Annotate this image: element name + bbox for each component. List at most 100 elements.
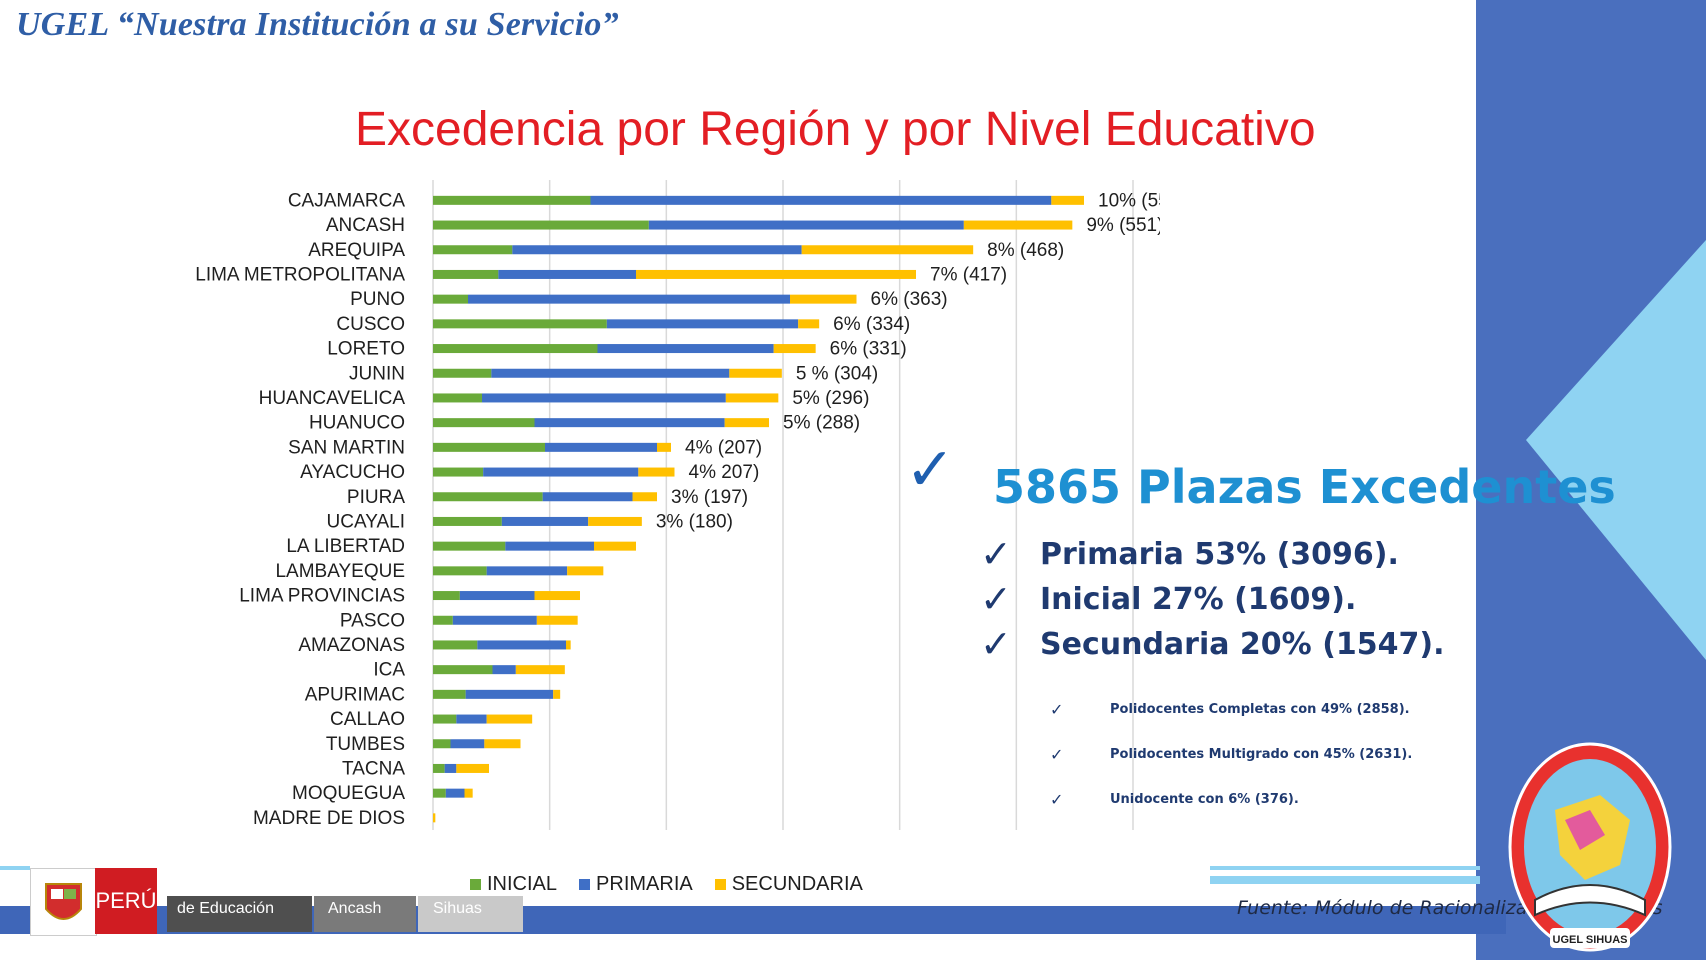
data-label: 4% (207) (685, 437, 762, 458)
bar-segment-inicial (433, 516, 502, 526)
bar-segment-secundaria (536, 615, 578, 625)
type-item: ✓ Polidocentes Completas con 49% (2858). (1050, 700, 1410, 719)
check-icon: ✓ (905, 435, 956, 505)
bar-segment-secundaria (456, 763, 489, 773)
footer-tab-bg-sihuas (418, 896, 523, 932)
bar-segment-primaria (498, 269, 636, 279)
category-label: MOQUEGUA (292, 783, 405, 804)
category-label: PIURA (347, 487, 405, 508)
bar-segment-inicial (433, 788, 446, 798)
coat-of-arms-logo (30, 868, 97, 936)
bar-segment-inicial (433, 368, 492, 378)
bar-segment-primaria (491, 368, 730, 378)
data-label: 4% 207) (689, 462, 760, 483)
category-label: LIMA PROVINCIAS (239, 586, 405, 607)
footer-line-right-2 (1210, 876, 1480, 884)
bar-segment-primaria (590, 195, 1052, 205)
category-label: UCAYALI (327, 511, 406, 532)
bar-segment-primaria (444, 763, 457, 773)
data-label: 8% (468) (987, 240, 1064, 261)
bar-segment-inicial (433, 294, 468, 304)
footer-line-right-1 (1210, 866, 1480, 870)
category-label: LIMA METROPOLITANA (195, 264, 405, 285)
bar-segment-secundaria (1051, 195, 1084, 205)
bar-segment-secundaria (636, 269, 916, 279)
category-label: CALLAO (330, 709, 405, 730)
bar-segment-inicial (433, 195, 591, 205)
bar-segment-inicial (433, 418, 535, 428)
bar-segment-secundaria (567, 566, 604, 576)
bar-segment-inicial (433, 615, 453, 625)
check-icon: ✓ (980, 622, 1012, 666)
category-label: ICA (373, 660, 405, 681)
bar-segment-inicial (433, 566, 487, 576)
footer-tab-bg-ancash (314, 896, 416, 932)
bar-segment-inicial (433, 714, 457, 724)
data-label: 9% (551) (1086, 215, 1160, 236)
bar-segment-inicial (433, 689, 466, 699)
bar-segment-secundaria (657, 442, 671, 452)
type-text: Polidocentes Multigrado con 45% (2631). (1110, 747, 1413, 762)
category-label: TACNA (342, 758, 405, 779)
bar-segment-secundaria (484, 739, 521, 749)
legend-swatch-secundaria (714, 879, 726, 890)
data-label: 7% (417) (930, 264, 1007, 285)
bar-segment-primaria (465, 689, 554, 699)
type-item: ✓ Unidocente con 6% (376). (1050, 790, 1299, 809)
category-label: HUANCAVELICA (259, 388, 406, 409)
bar-segment-secundaria (724, 418, 769, 428)
bar-segment-inicial (433, 492, 543, 502)
bar-segment-primaria (606, 319, 799, 329)
check-icon: ✓ (1050, 790, 1064, 809)
bar-segment-inicial (433, 640, 478, 650)
bar-segment-primaria (534, 418, 725, 428)
category-label: ANCASH (326, 215, 405, 236)
bar-segment-primaria (486, 566, 568, 576)
coat-of-arms-icon (45, 883, 82, 920)
bar-segment-primaria (501, 516, 589, 526)
category-label: HUANUCO (309, 413, 405, 434)
bar-segment-primaria (492, 665, 516, 675)
category-label: CAJAMARCA (288, 190, 406, 211)
bar-segment-secundaria (566, 640, 571, 650)
legend-item-inicial: INICIAL (470, 873, 557, 896)
category-label: JUNIN (349, 363, 405, 384)
category-label: AMAZONAS (298, 635, 405, 656)
bar-segment-primaria (456, 714, 487, 724)
type-text: Polidocentes Completas con 49% (2858). (1110, 702, 1410, 717)
bar-segment-primaria (505, 541, 594, 551)
data-label: 3% (197) (671, 487, 748, 508)
category-label: AYACUCHO (300, 462, 405, 483)
category-label: SAN MARTIN (288, 437, 405, 458)
legend-label-secundaria: SECUNDARIA (731, 873, 863, 895)
bar-segment-secundaria (632, 492, 657, 502)
bar-segment-inicial (433, 220, 649, 230)
legend-label-inicial: INICIAL (487, 873, 558, 895)
bar-segment-inicial (433, 269, 499, 279)
bar-segment-secundaria (801, 245, 974, 255)
panel-light-triangle (1526, 240, 1706, 660)
bar-segment-secundaria (553, 689, 561, 699)
bar-segment-inicial (433, 467, 484, 477)
check-icon: ✓ (980, 577, 1012, 621)
bar-segment-inicial (433, 344, 598, 354)
bar-segment-inicial (433, 442, 545, 452)
bar-segment-inicial (433, 665, 493, 675)
category-label: TUMBES (326, 734, 405, 755)
bar-segment-inicial (433, 541, 506, 551)
legend-item-secundaria: SECUNDARIA (714, 873, 863, 896)
bar-segment-primaria (452, 615, 537, 625)
level-text: Inicial 27% (1609). (1040, 581, 1357, 617)
footer-tab-sihuas: Sihuas (433, 900, 482, 917)
bar-segment-secundaria (725, 393, 779, 403)
stacked-bar-chart: CAJAMARCA 10% (558) ANCASH 9% (551) AREQUIPA… (195, 180, 1160, 830)
category-label: PASCO (340, 610, 405, 631)
check-icon: ✓ (1050, 745, 1064, 764)
data-label: 5 % (304) (796, 363, 878, 384)
legend-swatch-primaria (579, 879, 591, 890)
bar-segment-primaria (459, 591, 535, 601)
chart-legend: INICIAL PRIMARIA SECUNDARIA (470, 873, 863, 896)
category-label: APURIMAC (305, 684, 405, 705)
bar-segment-primaria (597, 344, 774, 354)
bar-segment-inicial (433, 739, 451, 749)
